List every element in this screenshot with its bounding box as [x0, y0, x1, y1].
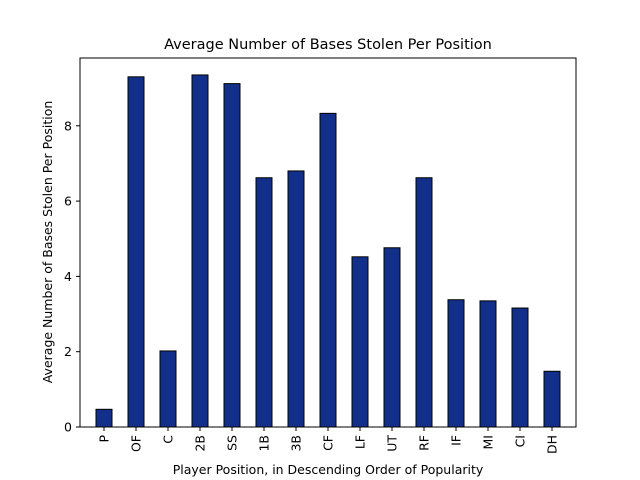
- bar-rf: [415, 177, 433, 428]
- bar-ut: [383, 247, 401, 428]
- x-tick-label: CI: [513, 435, 528, 447]
- bar-1b: [255, 177, 273, 428]
- bars-group: [95, 74, 561, 428]
- y-tick-label: 4: [64, 269, 72, 284]
- bar-ss: [223, 83, 241, 428]
- bar-if: [447, 299, 465, 428]
- x-tick-label: SS: [225, 435, 240, 451]
- bar-of: [127, 76, 145, 428]
- bar-3b: [287, 170, 305, 428]
- x-tick-label: P: [97, 435, 112, 443]
- y-tick-label: 8: [64, 118, 72, 133]
- x-tick-label: 2B: [193, 435, 208, 452]
- y-axis-label: Average Number of Bases Stolen Per Posit…: [40, 101, 55, 384]
- bar-c: [159, 350, 177, 428]
- x-tick-label: DH: [545, 435, 560, 454]
- y-axis: 0 2 4 6 8: [64, 118, 80, 435]
- x-tick-label: CF: [321, 435, 336, 451]
- bar-ci: [511, 307, 529, 428]
- y-tick-label: 2: [64, 344, 72, 359]
- bar-cf: [319, 112, 337, 428]
- x-tick-label: RF: [417, 435, 432, 451]
- bar-mi: [479, 300, 497, 428]
- bar-lf: [351, 256, 369, 428]
- bar-2b: [191, 74, 209, 428]
- x-axis: P OF C 2B SS 1B 3B CF LF UT RF IF MI CI DH: [97, 427, 560, 454]
- x-tick-label: MI: [481, 435, 496, 449]
- y-tick-label: 6: [64, 194, 72, 209]
- x-tick-label: 3B: [289, 435, 304, 452]
- bar-dh: [543, 370, 561, 428]
- x-tick-label: C: [161, 435, 176, 444]
- x-tick-label: IF: [449, 435, 464, 446]
- x-tick-label: LF: [353, 435, 368, 449]
- x-tick-label: 1B: [257, 435, 272, 452]
- bar-p: [95, 408, 113, 428]
- chart-title: Average Number of Bases Stolen Per Posit…: [164, 37, 492, 53]
- x-tick-label: UT: [385, 435, 400, 452]
- x-axis-label: Player Position, in Descending Order of …: [173, 462, 484, 477]
- x-tick-label: OF: [129, 435, 144, 452]
- y-tick-label: 0: [64, 420, 72, 435]
